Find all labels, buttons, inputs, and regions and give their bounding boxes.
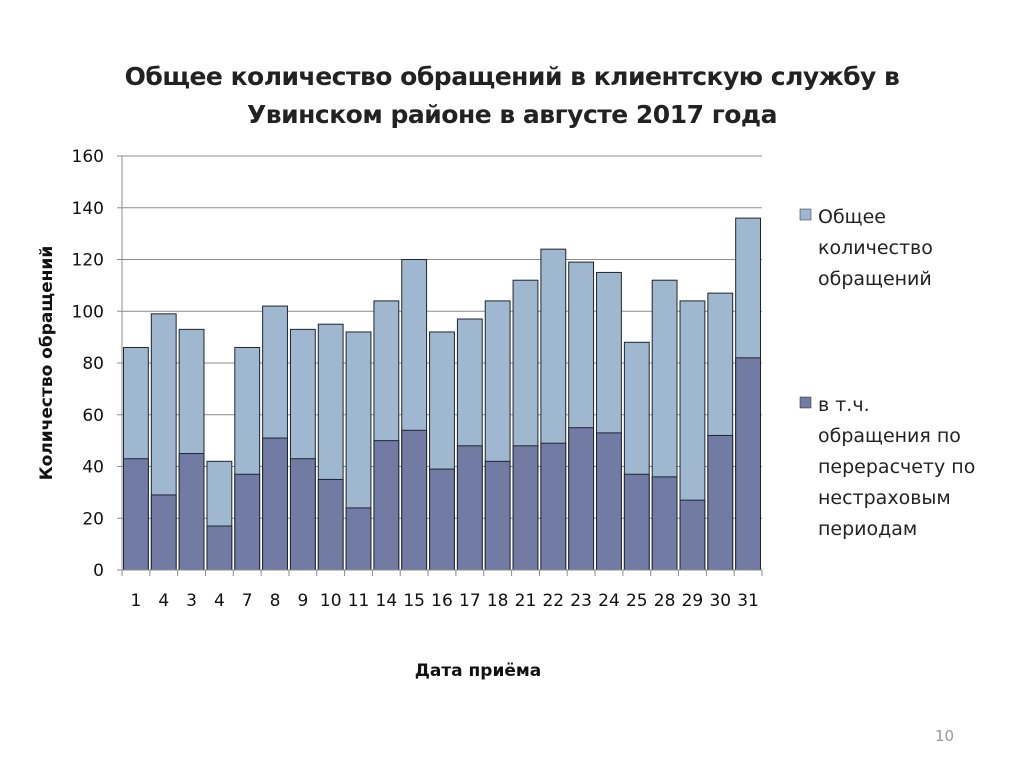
x-tick-label: 3 [186,591,197,611]
legend-label: периодам [818,518,917,540]
legend-swatch [799,396,812,409]
x-tick-label: 9 [297,591,308,611]
bar-subset [651,476,678,571]
bar-subset [317,478,344,571]
bar-subset [707,434,734,571]
x-tick-label: 23 [570,591,592,611]
y-tick-label: 80 [82,354,104,374]
bar-subset [178,453,205,571]
x-tick-label: 4 [214,591,225,611]
x-tick-label: 11 [348,591,370,611]
x-axis-label: Дата приёма [415,661,542,681]
y-axis-label: Количество обращений [37,246,57,481]
x-tick-label: 8 [270,591,281,611]
y-tick-label: 160 [72,147,104,167]
x-tick-label: 7 [242,591,253,611]
bar-subset [234,473,261,571]
y-tick-label: 140 [72,199,104,219]
legend-label: обращений [818,268,932,290]
y-tick-label: 40 [82,458,104,478]
legend-label: Общее [818,206,886,228]
y-tick-label: 100 [72,302,104,322]
x-tick-label: 29 [682,591,704,611]
y-tick-label: 60 [82,406,104,426]
bar-subset [512,445,539,571]
bar-subset [429,468,455,571]
bar-subset [401,429,428,571]
bar-subset [679,499,706,571]
bar-subset [289,458,316,571]
bar-subset [150,494,177,571]
legend-swatch [799,208,812,221]
bar-subset [345,507,372,571]
x-tick-label: 15 [403,591,425,611]
y-tick-label: 20 [82,509,104,529]
bar-subset [206,525,233,571]
x-tick-label: 25 [626,591,648,611]
bar-subset [484,460,511,571]
legend-label: в т.ч. [818,394,870,416]
bar-subset [456,445,483,571]
bar-subset [123,458,149,571]
y-tick-label: 0 [93,561,104,581]
x-tick-label: 14 [376,591,398,611]
chart-title: Общее количество обращений в клиентскую … [124,62,900,129]
legend-label: нестраховым [818,487,951,509]
legend-label: обращения по [818,425,961,447]
page-number: 10 [935,727,955,745]
bar-subset [623,473,650,571]
bar-subset [568,427,595,571]
x-tick-label: 18 [487,591,509,611]
x-tick-label: 31 [737,591,759,611]
x-tick-label: 22 [542,591,564,611]
bar-subset [540,442,567,571]
x-tick-label: 1 [130,591,141,611]
bar-subset [373,440,400,571]
bar-subset [262,437,288,571]
x-tick-label: 10 [320,591,342,611]
x-tick-label: 16 [431,591,453,611]
legend-label: перерасчету по [818,456,975,478]
bar-subset [596,432,622,571]
legend-label: количество [818,237,933,259]
x-tick-label: 24 [598,591,620,611]
x-tick-label: 21 [515,591,537,611]
bar-subset [735,357,761,571]
x-tick-label: 17 [459,591,481,611]
x-tick-label: 28 [654,591,676,611]
x-tick-label: 30 [709,591,731,611]
y-tick-label: 120 [72,251,104,271]
x-tick-label: 4 [158,591,169,611]
